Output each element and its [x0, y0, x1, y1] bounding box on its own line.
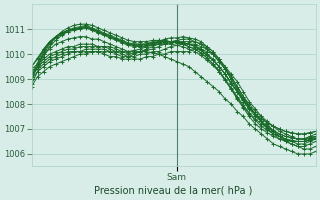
- X-axis label: Pression niveau de la mer( hPa ): Pression niveau de la mer( hPa ): [94, 186, 253, 196]
